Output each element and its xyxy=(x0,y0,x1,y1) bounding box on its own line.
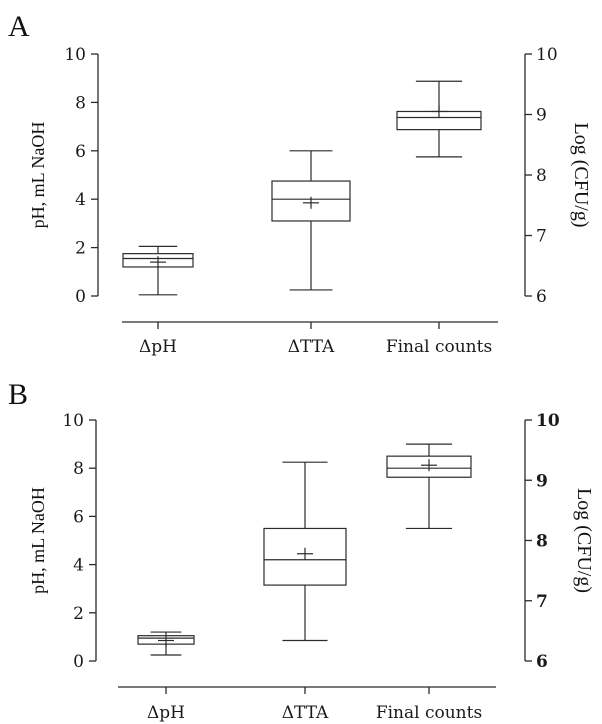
left-y-tick-label: 10 xyxy=(64,45,86,65)
x-category-label: ΔTTA xyxy=(288,337,335,357)
left-y-tick-label: 4 xyxy=(75,190,86,210)
left-y-axis-title: pH, mL NaOH xyxy=(28,487,48,594)
right-y-tick-label: 10 xyxy=(536,45,558,65)
left-y-tick-label: 6 xyxy=(73,507,84,527)
left-y-tick-label: 8 xyxy=(75,93,86,113)
left-y-tick-label: 6 xyxy=(75,142,86,162)
x-category-label: Final counts xyxy=(386,337,492,357)
x-category-label: Final counts xyxy=(376,703,482,723)
right-y-tick-label: 7 xyxy=(536,592,548,612)
left-y-tick-label: 0 xyxy=(75,287,86,307)
right-y-tick-label: 9 xyxy=(536,471,548,491)
left-y-axis-title: pH, mL NaOH xyxy=(28,122,48,229)
left-y-tick-label: 10 xyxy=(62,411,84,431)
x-category-label: ΔpH xyxy=(147,703,185,723)
panel-label: B xyxy=(8,378,28,411)
right-y-tick-label: 6 xyxy=(536,287,547,307)
right-y-axis-title: Log (CFU/g) xyxy=(570,123,592,228)
right-y-tick-label: 6 xyxy=(536,652,548,672)
x-category-label: ΔTTA xyxy=(282,703,329,723)
right-y-tick-label: 10 xyxy=(536,411,560,431)
left-y-tick-label: 0 xyxy=(73,652,84,672)
left-y-tick-label: 2 xyxy=(75,239,86,259)
right-y-tick-label: 8 xyxy=(536,532,548,552)
right-y-tick-label: 9 xyxy=(536,106,547,126)
right-y-axis-title: Log (CFU/g) xyxy=(573,488,595,593)
right-y-tick-label: 7 xyxy=(536,227,547,247)
left-y-tick-label: 2 xyxy=(73,604,84,624)
right-y-tick-label: 8 xyxy=(536,166,547,186)
x-category-label: ΔpH xyxy=(139,337,177,357)
left-y-tick-label: 4 xyxy=(73,556,84,576)
panel-label: A xyxy=(8,10,30,43)
left-y-tick-label: 8 xyxy=(73,459,84,479)
